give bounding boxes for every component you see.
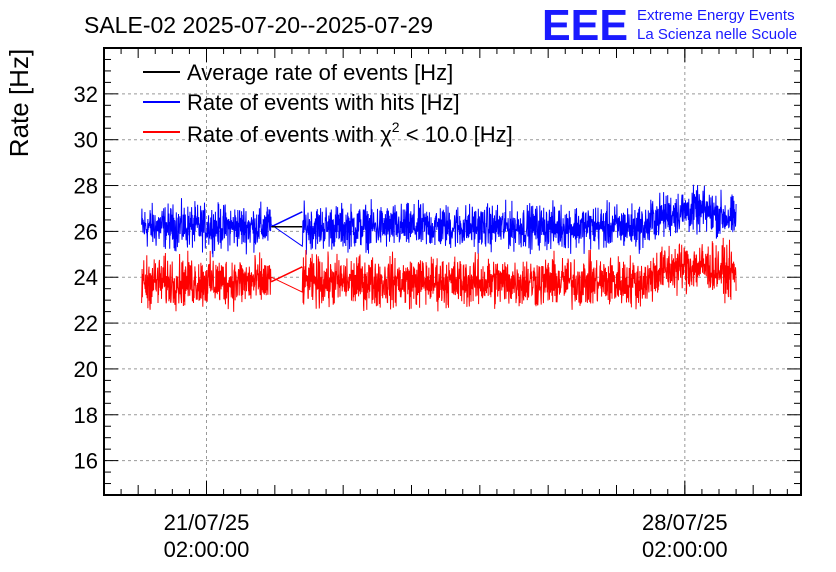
y-tick-label: 20 [74,357,98,382]
data-series [141,184,737,312]
y-tick-label: 16 [74,449,98,474]
y-tick-label: 18 [74,403,98,428]
y-tick-label: 28 [74,174,98,199]
x-tick-label-date: 21/07/25 [164,510,250,535]
logo-mark: EEE [542,1,628,50]
legend-chi2-sup: 2 [392,119,400,135]
legend-chi2-suffix: < 10.0 [Hz] [400,122,513,147]
series-line-hits [141,184,737,258]
y-axis-label: Rate [Hz] [4,49,34,157]
plot-frame [103,47,802,496]
logo-line1: Extreme Energy Events [637,7,795,24]
logo-line2: La Scienza nelle Scuole [637,26,797,43]
axes: 16182022242628303221/07/2502:00:0028/07/… [74,47,802,562]
legend-chi2-symbol: χ [380,122,392,147]
y-tick-label: 32 [74,82,98,107]
y-tick-label: 26 [74,219,98,244]
x-tick-label-time: 02:00:00 [164,537,250,562]
series-line-chi2 [141,237,737,312]
legend-label-hits: Rate of events with hits [Hz] [187,90,460,115]
legend-label-chi2: Rate of events with χ2 < 10.0 [Hz] [187,119,513,147]
legend: Average rate of events [Hz] Rate of even… [143,60,513,147]
eee-logo: EEE Extreme Energy Events La Scienza nel… [542,1,797,50]
y-tick-label: 24 [74,265,98,290]
y-tick-label: 30 [74,128,98,153]
gap-connector-hits [270,211,303,228]
gap-connector-chi2 [270,266,303,283]
y-tick-label: 22 [74,311,98,336]
chart-title: SALE-02 2025-07-20--2025-07-29 [84,12,433,38]
legend-chi2-prefix: Rate of events with [187,122,380,147]
x-tick-label-time: 02:00:00 [642,537,728,562]
x-tick-label-date: 28/07/25 [642,510,728,535]
legend-label-avg: Average rate of events [Hz] [187,60,453,85]
